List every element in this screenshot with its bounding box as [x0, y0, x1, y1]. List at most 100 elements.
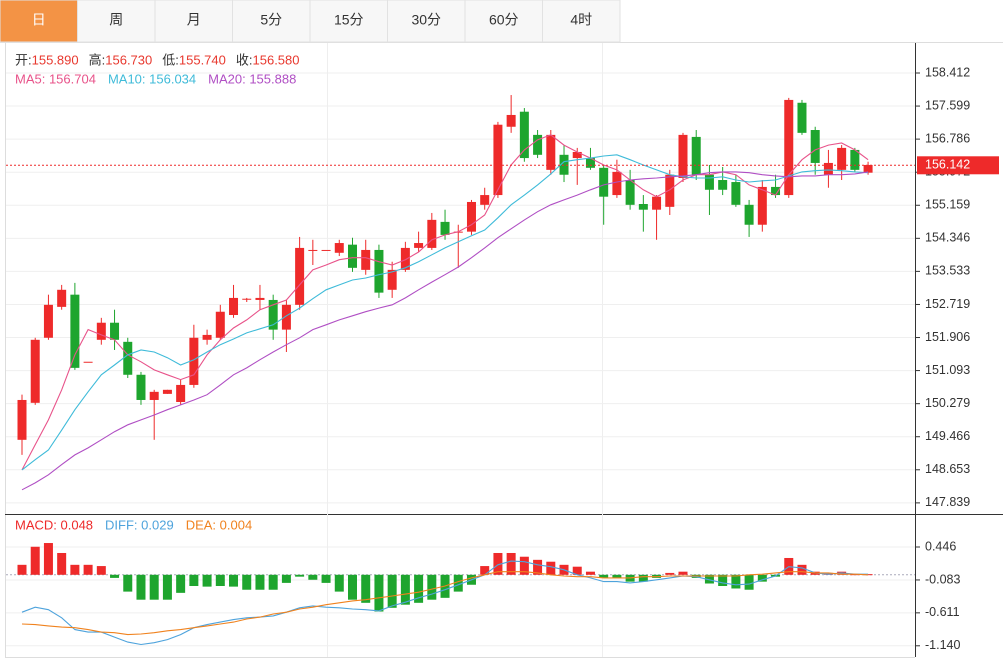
macd-bar — [797, 564, 807, 575]
tab-bg[interactable] — [309, 0, 388, 43]
macd-bar — [493, 552, 503, 575]
macd-bar — [110, 574, 120, 578]
candle-body — [215, 311, 225, 338]
legend-entry: MA5: 156.704 — [15, 71, 96, 86]
legend-entry: MA10: 156.034 — [108, 71, 196, 86]
macd-bar — [83, 564, 93, 575]
macd-bar — [43, 543, 53, 575]
candle-body — [572, 151, 582, 159]
tab[interactable]: 4时 — [542, 0, 621, 43]
candle-body — [440, 221, 450, 235]
candle-body — [334, 243, 344, 253]
info-label: 收: — [236, 52, 253, 67]
macd-bar — [215, 574, 225, 586]
macd-bar — [572, 566, 582, 575]
tab-bg[interactable] — [0, 0, 78, 43]
tab-label[interactable]: 5分 — [260, 12, 282, 28]
y-tick-label: -1.140 — [925, 638, 960, 652]
tab-label[interactable]: 30分 — [411, 12, 441, 28]
macd-bar — [242, 574, 252, 590]
tab[interactable]: 月 — [154, 0, 233, 43]
tab[interactable]: 周 — [77, 0, 156, 43]
tab-bg[interactable] — [387, 0, 466, 43]
tab-label[interactable]: 60分 — [489, 12, 519, 28]
candle-body — [96, 322, 106, 340]
candle-body — [400, 247, 410, 270]
legend-entry: MA20: 155.888 — [208, 71, 296, 86]
candle-body — [771, 186, 781, 196]
info-label: 低: — [162, 52, 179, 67]
candle-body — [30, 339, 40, 403]
legend-entry: DIFF: 0.029 — [105, 517, 174, 532]
info-value: 155.740 — [179, 52, 226, 67]
tab-label[interactable]: 日 — [32, 12, 46, 28]
candle-body — [863, 164, 873, 173]
candle-body — [559, 154, 569, 175]
macd-bar — [374, 574, 384, 612]
series-line — [21, 171, 869, 491]
y-tick-label: 148.653 — [925, 462, 970, 476]
tab-bg[interactable] — [154, 0, 233, 43]
candle-body — [823, 162, 833, 175]
macd-bar — [744, 574, 754, 590]
tab-label[interactable]: 月 — [187, 12, 201, 28]
info-value: 156.580 — [253, 52, 300, 67]
candle-body — [176, 384, 186, 403]
y-tick-label: 154.346 — [925, 231, 970, 245]
candle-body — [414, 243, 424, 248]
tab-bg[interactable] — [77, 0, 156, 43]
candle-body — [546, 134, 556, 170]
candle-body — [57, 289, 67, 307]
candle-body — [625, 180, 635, 205]
tab[interactable]: 15分 — [309, 0, 388, 43]
macd-bar — [546, 561, 556, 575]
y-tick-label: 0.446 — [925, 539, 956, 553]
macd-bar — [599, 574, 609, 578]
candle-body — [837, 147, 847, 170]
candle-body — [466, 201, 476, 232]
y-tick-label: -0.611 — [925, 605, 960, 619]
candle-body — [229, 297, 239, 315]
tab-bg[interactable] — [232, 0, 311, 43]
tab-label[interactable]: 周 — [109, 12, 123, 28]
macd-bar — [519, 556, 529, 575]
macd-bar — [202, 574, 212, 587]
macd-bar — [678, 571, 688, 575]
candle-body — [387, 269, 397, 290]
candle-body — [638, 204, 648, 210]
tab[interactable]: 5分 — [232, 0, 311, 43]
tab-label[interactable]: 4时 — [570, 12, 592, 28]
tab[interactable]: 日 — [0, 0, 78, 43]
y-tick-label: 152.719 — [925, 297, 970, 311]
series-line — [21, 154, 869, 471]
macd-bar — [348, 574, 357, 600]
y-tick-label: 147.839 — [925, 495, 970, 509]
candle-body — [281, 304, 291, 330]
y-tick-label: 153.533 — [925, 264, 970, 278]
candle-body — [533, 134, 543, 155]
y-tick-label: 158.412 — [925, 65, 970, 79]
y-tick-label: 150.279 — [925, 396, 970, 410]
tab[interactable]: 30分 — [387, 0, 466, 43]
macd-bar — [176, 574, 186, 593]
y-tick-label: 156.786 — [925, 131, 970, 145]
candle-body — [665, 174, 675, 207]
candle-body — [268, 299, 278, 330]
candle-body — [493, 124, 503, 196]
macd-bar — [533, 559, 543, 575]
candle-body — [308, 249, 318, 251]
macd-bar — [704, 574, 714, 584]
legend-entry: DEA: 0.004 — [186, 517, 253, 532]
tab-label[interactable]: 15分 — [334, 12, 364, 28]
macd-bar — [136, 574, 146, 600]
macd-bar — [453, 574, 463, 592]
macd-bar — [149, 574, 159, 600]
macd-bar — [321, 574, 331, 583]
candle-body — [70, 294, 80, 368]
macd-bar — [229, 574, 239, 587]
candle-body — [797, 102, 807, 133]
tab[interactable]: 60分 — [464, 0, 543, 43]
tab-bg[interactable] — [542, 0, 621, 43]
